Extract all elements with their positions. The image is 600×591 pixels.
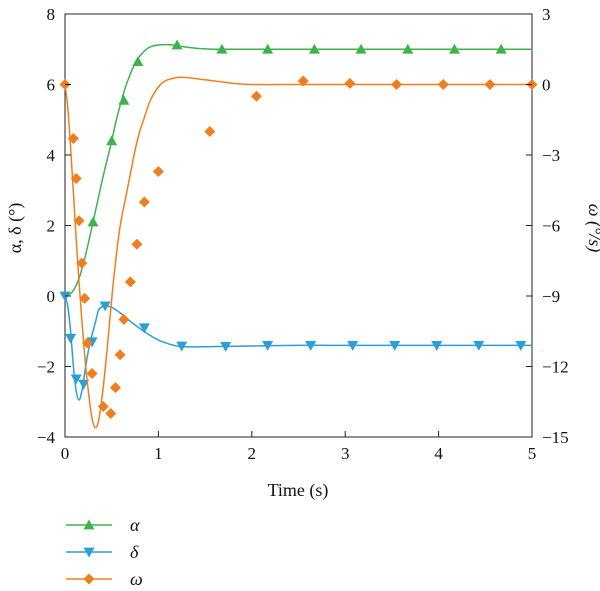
y-left-tick-label: 2 [47, 217, 56, 236]
series-line [64, 43, 532, 297]
y-left-tick-label: 6 [47, 76, 56, 95]
legend-label: α [130, 515, 140, 535]
data-point [65, 333, 77, 344]
y-left-tick-label: −4 [37, 428, 56, 447]
data-point [67, 133, 79, 145]
legend: αδω [66, 515, 143, 589]
series-line [64, 76, 532, 429]
y-right-tick-label: 0 [542, 76, 551, 95]
data-point [105, 408, 117, 419]
data-point [152, 165, 164, 177]
y-left-tick-label: −2 [37, 358, 55, 377]
data-point [391, 79, 403, 90]
legend-label: ω [130, 569, 143, 589]
data-point [250, 90, 262, 102]
x-tick-label: 4 [434, 444, 443, 463]
data-point [473, 340, 485, 351]
data-point [216, 43, 228, 54]
series-2 [59, 75, 538, 429]
y-right-tick-label: −3 [542, 146, 560, 165]
data-point [131, 238, 143, 250]
data-point [484, 79, 496, 90]
x-tick-label: 5 [528, 444, 537, 463]
data-point [87, 216, 99, 227]
plot-frame [64, 13, 533, 438]
data-point [262, 340, 274, 351]
data-point [515, 340, 527, 351]
data-point [97, 400, 109, 412]
data-point [176, 341, 188, 352]
data-point [431, 340, 443, 351]
series-1 [59, 291, 532, 401]
data-point [262, 43, 274, 54]
data-point [220, 342, 232, 352]
axes-layer: 0 1 2 3 4 5 −4 −2 0 2 4 6 8 −15 −12 −9 −6 −3 0 3 [37, 5, 569, 463]
y-right-tick-label: −12 [542, 358, 569, 377]
data-point [76, 257, 88, 269]
legend-marker [83, 573, 95, 585]
data-point [73, 215, 85, 227]
data-point [305, 340, 317, 351]
data-point [308, 43, 320, 54]
legend-label: δ [130, 542, 139, 562]
x-tick-label: 2 [248, 444, 257, 463]
legend-marker [83, 547, 95, 558]
data-point [297, 75, 309, 87]
data-point [78, 379, 90, 390]
y-left-tick-label: 0 [47, 287, 56, 306]
data-point [114, 349, 126, 361]
data-point [118, 94, 130, 105]
y-left-tick-label: 8 [47, 5, 56, 24]
y-right-tick-label: 3 [542, 5, 551, 24]
x-tick-label: 0 [61, 444, 70, 463]
x-tick-label: 3 [341, 444, 350, 463]
data-point [70, 374, 82, 385]
data-point [171, 39, 183, 50]
data-point [347, 340, 359, 351]
data-point [106, 135, 118, 146]
data-point [79, 292, 91, 304]
data-point [81, 337, 93, 349]
series-0 [64, 39, 532, 297]
data-point [138, 196, 150, 208]
legend-marker [83, 519, 95, 530]
data-point [402, 43, 414, 54]
y-right-tick-label: −15 [542, 428, 569, 447]
y-right-tick-label: −9 [542, 287, 560, 306]
data-point [109, 382, 121, 394]
data-point [118, 314, 130, 325]
y-right-tick-label: −6 [542, 217, 560, 236]
y-axis-title-right: ω (°/s) [584, 204, 600, 252]
data-point [389, 340, 401, 351]
data-point [495, 43, 507, 54]
data-point [124, 276, 136, 288]
series-layer [59, 39, 538, 429]
data-point [355, 43, 367, 54]
y-axis-title-left: α, δ (°) [5, 203, 26, 254]
data-point [344, 77, 356, 89]
y-left-tick-label: 4 [47, 146, 56, 165]
plot-area [64, 13, 533, 438]
data-point [70, 173, 82, 184]
data-point [86, 368, 98, 380]
data-point [99, 301, 111, 312]
data-point [138, 323, 150, 334]
data-point [437, 79, 449, 90]
data-point [132, 56, 144, 66]
data-point [59, 291, 71, 302]
x-tick-label: 1 [154, 444, 163, 463]
x-axis-title: Time (s) [268, 480, 329, 501]
series-line [64, 295, 532, 401]
data-point [204, 126, 216, 137]
data-point [448, 43, 460, 54]
